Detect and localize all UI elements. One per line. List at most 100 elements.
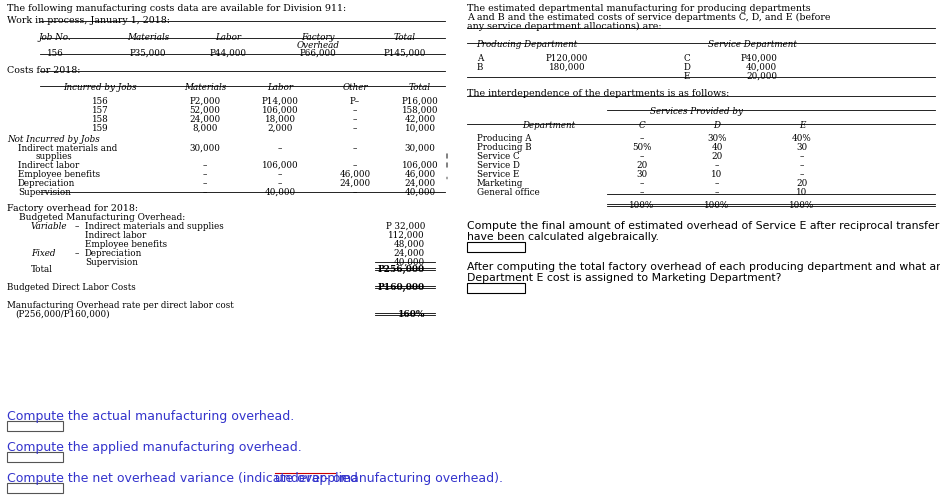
Text: –: – xyxy=(352,161,357,170)
Text: –: – xyxy=(278,179,282,188)
Text: –: – xyxy=(352,115,357,124)
Text: Overhead: Overhead xyxy=(296,41,339,50)
Text: –: – xyxy=(203,161,207,170)
Text: have been calculated algebraically.: have been calculated algebraically. xyxy=(467,231,659,241)
Text: Service Department: Service Department xyxy=(708,40,796,49)
Text: 160%: 160% xyxy=(398,310,425,318)
Text: –: – xyxy=(714,179,719,188)
Text: P 32,000: P 32,000 xyxy=(385,221,425,230)
Text: 10: 10 xyxy=(796,188,807,196)
Text: Employee benefits: Employee benefits xyxy=(85,239,167,248)
Text: Not Incurred by Jobs: Not Incurred by Jobs xyxy=(7,135,100,144)
Text: 20: 20 xyxy=(796,179,807,188)
Text: A and B and the estimated costs of service departments C, D, and E (before: A and B and the estimated costs of servi… xyxy=(467,13,831,22)
Text: –: – xyxy=(714,161,719,170)
Text: D: D xyxy=(713,121,720,130)
Text: Compute the applied manufacturing overhead.: Compute the applied manufacturing overhe… xyxy=(7,440,302,453)
Bar xyxy=(467,242,525,253)
Text: Total: Total xyxy=(394,33,416,42)
Text: Work in process, January 1, 2018:: Work in process, January 1, 2018: xyxy=(7,16,170,25)
Text: Indirect labor: Indirect labor xyxy=(18,161,79,170)
Text: underapplied: underapplied xyxy=(274,471,357,484)
Text: any service department allocations) are:: any service department allocations) are: xyxy=(467,22,662,31)
Text: D: D xyxy=(683,63,691,72)
Text: 100%: 100% xyxy=(790,200,815,209)
Text: 40,000: 40,000 xyxy=(745,63,777,72)
Text: P40,000: P40,000 xyxy=(740,54,777,63)
Text: 30%: 30% xyxy=(707,134,727,143)
Text: 112,000: 112,000 xyxy=(388,230,425,239)
Text: 20: 20 xyxy=(712,152,723,161)
Text: Indirect materials and: Indirect materials and xyxy=(18,144,118,153)
Text: –: – xyxy=(714,188,719,196)
Text: –: – xyxy=(352,124,357,133)
Text: B: B xyxy=(477,63,483,72)
Text: –: – xyxy=(278,144,282,153)
Text: 10,000: 10,000 xyxy=(404,124,435,133)
Text: –: – xyxy=(640,134,644,143)
Text: 106,000: 106,000 xyxy=(261,161,298,170)
Text: –: – xyxy=(800,161,805,170)
Text: 157: 157 xyxy=(91,106,108,115)
Text: Materials: Materials xyxy=(184,83,227,92)
Text: Materials: Materials xyxy=(127,33,169,42)
Text: –: – xyxy=(800,152,805,161)
Text: Services Provided by: Services Provided by xyxy=(650,107,744,116)
Text: 40,000: 40,000 xyxy=(394,258,425,267)
Text: –: – xyxy=(352,188,357,196)
Text: 46,000: 46,000 xyxy=(404,170,435,179)
Text: –: – xyxy=(75,248,79,258)
Text: P256,000: P256,000 xyxy=(378,265,425,274)
Text: 46,000: 46,000 xyxy=(339,170,370,179)
Text: Producing B: Producing B xyxy=(477,143,532,152)
Text: 24,000: 24,000 xyxy=(339,179,370,188)
Text: –: – xyxy=(203,170,207,179)
Text: After computing the total factory overhead of each producing department and what: After computing the total factory overhe… xyxy=(467,262,940,272)
Text: 100%: 100% xyxy=(630,200,654,209)
Text: P145,000: P145,000 xyxy=(384,49,426,58)
Text: The estimated departmental manufacturing for producing departments: The estimated departmental manufacturing… xyxy=(467,4,810,13)
Text: A: A xyxy=(477,54,483,63)
Text: P44,000: P44,000 xyxy=(210,49,246,58)
Bar xyxy=(7,483,63,493)
Text: 40,000: 40,000 xyxy=(404,188,435,196)
Text: P2,000: P2,000 xyxy=(190,97,221,106)
Text: 20: 20 xyxy=(636,161,648,170)
Text: P66,000: P66,000 xyxy=(300,49,337,58)
Text: 159: 159 xyxy=(92,124,108,133)
Text: 24,000: 24,000 xyxy=(190,115,221,124)
Text: Variable: Variable xyxy=(31,221,68,230)
Text: 24,000: 24,000 xyxy=(404,179,435,188)
Text: Producing Department: Producing Department xyxy=(477,40,577,49)
Text: 52,000: 52,000 xyxy=(190,106,221,115)
Text: Costs for 2018:: Costs for 2018: xyxy=(7,66,81,75)
Text: Department: Department xyxy=(522,121,575,130)
Text: 100%: 100% xyxy=(704,200,729,209)
Text: Compute the net overhead variance (indicate over- or: Compute the net overhead variance (indic… xyxy=(7,471,350,484)
Text: supplies: supplies xyxy=(35,152,71,161)
Text: 8,000: 8,000 xyxy=(193,124,218,133)
Text: Supervision: Supervision xyxy=(18,188,71,196)
Text: Department E cost is assigned to Marketing Department?: Department E cost is assigned to Marketi… xyxy=(467,273,781,283)
Text: Budgeted Manufacturing Overhead:: Budgeted Manufacturing Overhead: xyxy=(19,212,185,221)
Text: 30,000: 30,000 xyxy=(190,144,221,153)
Text: Factory: Factory xyxy=(301,33,335,42)
Text: 106,000: 106,000 xyxy=(401,161,438,170)
Text: P120,000: P120,000 xyxy=(546,54,588,63)
Text: 156: 156 xyxy=(91,97,108,106)
Text: 18,000: 18,000 xyxy=(264,115,295,124)
Text: Fixed: Fixed xyxy=(31,248,55,258)
Text: 156: 156 xyxy=(47,49,63,58)
Text: –: – xyxy=(640,152,644,161)
Text: Factory overhead for 2018:: Factory overhead for 2018: xyxy=(7,203,138,212)
Text: E: E xyxy=(683,72,690,81)
Text: P–: P– xyxy=(350,97,360,106)
Text: –: – xyxy=(278,170,282,179)
Text: Depreciation: Depreciation xyxy=(18,179,75,188)
Text: 30,000: 30,000 xyxy=(404,144,435,153)
Text: –: – xyxy=(75,221,79,230)
Text: 158,000: 158,000 xyxy=(401,106,438,115)
Text: 40,000: 40,000 xyxy=(264,188,295,196)
Text: Job No.: Job No. xyxy=(39,33,71,42)
Text: 50%: 50% xyxy=(633,143,651,152)
